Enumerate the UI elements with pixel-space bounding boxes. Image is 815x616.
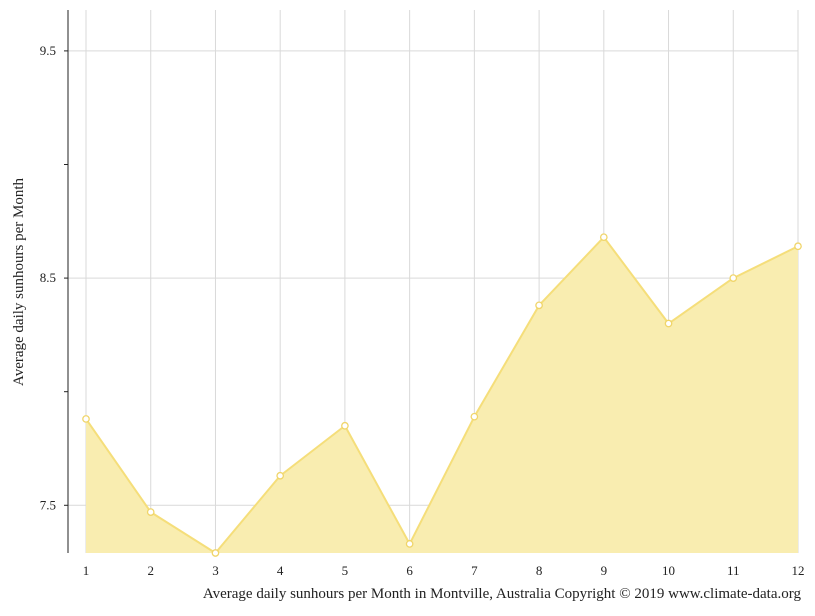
- x-tick-label: 4: [277, 563, 284, 578]
- axes: [64, 10, 69, 553]
- data-point-11: [729, 274, 738, 282]
- data-point-4: [276, 471, 285, 480]
- grid-lines: [68, 10, 799, 553]
- area-series: [85, 236, 799, 554]
- data-point-6: [405, 540, 414, 548]
- series-line: [85, 236, 799, 554]
- y-axis-title: Average daily sunhours per Month: [11, 178, 27, 387]
- data-point-1: [82, 415, 90, 423]
- x-tick-label: 5: [342, 563, 349, 578]
- data-point-3: [211, 549, 220, 557]
- y-tick-label: 8.5: [40, 270, 56, 285]
- data-point-7: [470, 412, 479, 421]
- chart-caption: Average daily sunhours per Month in Mont…: [203, 586, 802, 602]
- data-point-2: [146, 508, 155, 516]
- x-tick-label: 8: [536, 563, 543, 578]
- tick-labels: 1 2 3 4 5 6 7 8 9 10 11 129.58.57.5: [40, 43, 805, 578]
- x-tick-label: 7: [471, 563, 478, 578]
- x-tick-label: 3: [212, 563, 219, 578]
- y-tick-label: 7.5: [40, 497, 56, 512]
- y-tick-label: 9.5: [40, 43, 56, 58]
- data-point-5: [341, 421, 349, 430]
- data-point-12: [794, 242, 802, 251]
- data-point-9: [599, 233, 608, 242]
- x-tick-label: 9: [601, 563, 608, 578]
- data-markers: [82, 233, 802, 557]
- area-fill: [86, 237, 798, 553]
- x-tick-label: 1: [83, 563, 90, 578]
- x-tick-label: 6: [406, 563, 413, 578]
- data-point-8: [535, 301, 543, 310]
- x-tick-label: 2: [147, 563, 154, 578]
- x-tick-label: 11: [727, 563, 740, 578]
- x-tick-label: 12: [792, 563, 805, 578]
- x-tick-label: 10: [662, 563, 675, 578]
- data-point-10: [664, 319, 673, 328]
